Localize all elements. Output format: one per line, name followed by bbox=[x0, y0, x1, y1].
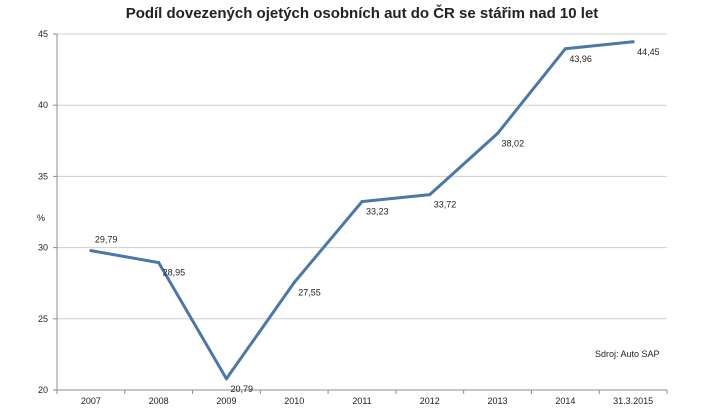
chart-title: Podíl dovezených ojetých osobních aut do… bbox=[126, 4, 599, 22]
data-point bbox=[563, 47, 567, 51]
series-group bbox=[89, 40, 635, 381]
data-point bbox=[428, 193, 432, 197]
source-note: Sdroj: Auto SAP bbox=[595, 349, 660, 359]
data-labels: 29,79 28,95 20,79 27,55 33,23 33,72 38,02 43,96… bbox=[95, 47, 660, 394]
x-tick-label: 2013 bbox=[488, 396, 508, 406]
data-label: 20,79 bbox=[230, 384, 253, 394]
data-label: 28,95 bbox=[163, 268, 186, 278]
y-tick-label: 40 bbox=[38, 100, 48, 110]
data-label: 33,72 bbox=[434, 200, 457, 210]
x-tick-label: 2014 bbox=[555, 396, 575, 406]
data-point bbox=[292, 280, 296, 284]
x-tick-label: 2010 bbox=[284, 396, 304, 406]
y-tick-label: 25 bbox=[38, 314, 48, 324]
gridlines bbox=[57, 33, 667, 320]
y-axis-label: % bbox=[37, 213, 45, 223]
data-label: 43,96 bbox=[569, 54, 592, 64]
data-point bbox=[631, 40, 635, 44]
data-label: 44,45 bbox=[637, 47, 660, 57]
data-label: 33,23 bbox=[366, 207, 389, 217]
x-axis-ticks: 2007 2008 2009 2010 2011 2012 2013 2014 31.3.201… bbox=[56, 390, 668, 406]
data-point bbox=[157, 261, 161, 265]
data-point bbox=[496, 131, 500, 135]
data-label: 29,79 bbox=[95, 235, 118, 245]
y-tick-label: 45 bbox=[38, 29, 48, 39]
data-label: 38,02 bbox=[502, 138, 525, 148]
x-tick-label: 2009 bbox=[216, 396, 236, 406]
axes bbox=[56, 34, 667, 391]
x-tick-label: 2007 bbox=[81, 396, 101, 406]
series-line bbox=[89, 40, 635, 381]
data-point bbox=[224, 377, 228, 381]
data-point bbox=[360, 200, 364, 204]
data-point bbox=[89, 249, 93, 253]
x-tick-label: 2011 bbox=[352, 396, 371, 406]
y-axis-ticks: 20 25 30 35 40 45 bbox=[38, 29, 57, 395]
x-tick-label: 31.3.2015 bbox=[613, 396, 653, 406]
y-tick-label: 35 bbox=[38, 171, 48, 181]
y-tick-label: 30 bbox=[38, 243, 48, 253]
y-tick-label: 20 bbox=[38, 385, 48, 395]
x-tick-label: 2008 bbox=[149, 396, 169, 406]
x-tick-label: 2012 bbox=[420, 396, 440, 406]
data-label: 27,55 bbox=[298, 287, 321, 297]
